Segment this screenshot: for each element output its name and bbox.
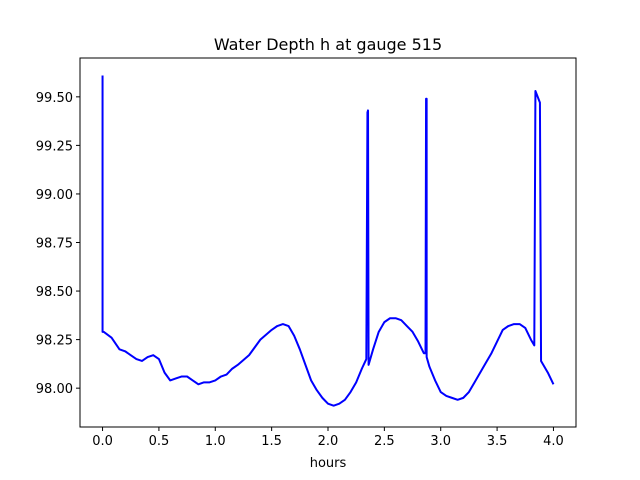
y-tick-label: 99.50 xyxy=(36,91,73,106)
axes-frame xyxy=(79,57,577,428)
x-tick-label: 3.0 xyxy=(430,434,451,449)
x-tick-label: 1.5 xyxy=(261,434,282,449)
x-tick-label: 4.0 xyxy=(543,434,564,449)
x-tick-label: 2.5 xyxy=(374,434,395,449)
series-line-0 xyxy=(101,75,555,407)
y-tick-label: 98.25 xyxy=(36,334,73,349)
x-tick-label: 2.0 xyxy=(318,434,339,449)
y-tick-label: 98.50 xyxy=(36,285,73,300)
y-tick-label: 99.00 xyxy=(36,188,73,203)
chart-title: Water Depth h at gauge 515 xyxy=(214,35,442,54)
x-tick-label: 1.0 xyxy=(205,434,226,449)
y-tick-label: 98.00 xyxy=(36,382,73,397)
plot-area: 0.0 0.5 1.0 1.5 2.0 2.5 3.0 3.5 4.0 98.00 98.25 98.… xyxy=(36,57,577,449)
x-tick-label: 0.0 xyxy=(92,434,113,449)
x-tick-label: 0.5 xyxy=(149,434,170,449)
x-tick-label: 3.5 xyxy=(487,434,508,449)
y-tick-label: 99.25 xyxy=(36,139,73,154)
x-axis-label: hours xyxy=(310,456,347,471)
y-tick-label: 98.75 xyxy=(36,237,73,252)
